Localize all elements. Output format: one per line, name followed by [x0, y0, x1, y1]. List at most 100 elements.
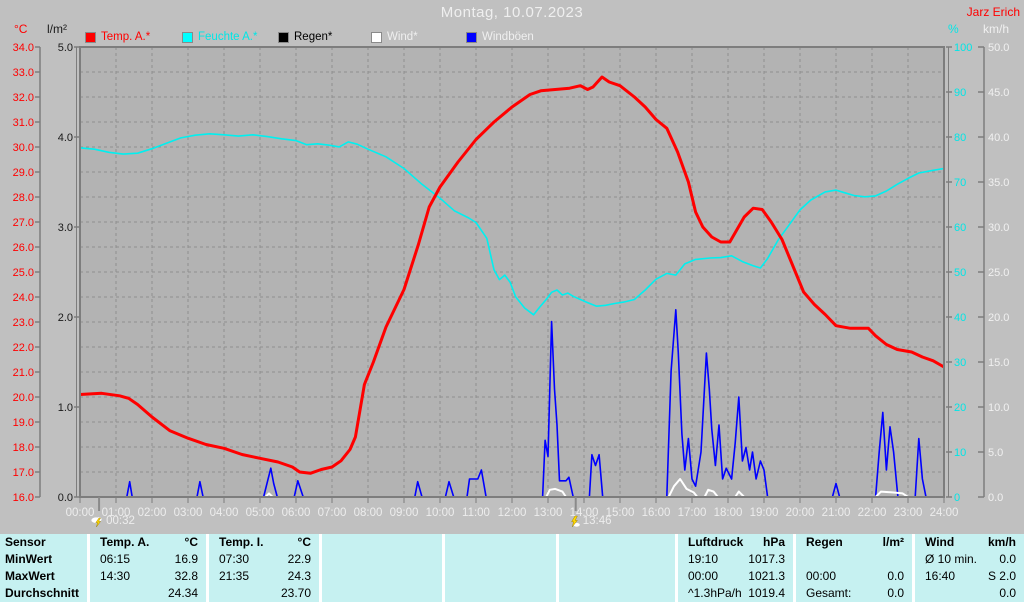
wind-axis-unit: km/h: [983, 22, 1010, 36]
svg-text:22.0: 22.0: [13, 342, 34, 354]
svg-text:10:00: 10:00: [426, 507, 455, 519]
svg-text:20.0: 20.0: [988, 312, 1009, 324]
legend-label: Feuchte A.*: [198, 31, 258, 43]
temp-a--series: [79, 75, 945, 475]
svg-text:0: 0: [954, 492, 960, 504]
table-column-temp-i: Temp. I. °C 07:30 22.9 21:35 24.3 23.70: [209, 534, 319, 602]
table-cell: 21:35 24.3: [209, 568, 319, 585]
svg-text:21:00: 21:00: [822, 507, 851, 519]
svg-text:20: 20: [954, 402, 966, 414]
svg-text:24.0: 24.0: [13, 292, 34, 304]
table-cell: [445, 568, 556, 585]
wind-series: [80, 478, 944, 498]
row-label: Durchschnitt: [5, 586, 80, 600]
svg-text:50: 50: [954, 267, 966, 279]
svg-text:03:00: 03:00: [174, 507, 203, 519]
svg-text:21.0: 21.0: [13, 367, 34, 379]
table-cell: [559, 585, 675, 602]
event-marker-time: 13:46: [582, 515, 612, 527]
svg-text:07:00: 07:00: [318, 507, 347, 519]
event-marker-time: 00:32: [106, 515, 135, 527]
lm-axis-scale: 5.0 4.0 3.0 2.0 1.0 0.0: [58, 42, 79, 504]
table-column-header: [559, 534, 675, 551]
chart-svg: 34.0 33.0 32.0 31.0 30.0 29.0 28.0 27.0 26.0 25.0…: [13, 42, 1010, 519]
svg-text:08:00: 08:00: [354, 507, 383, 519]
cell-time: 00:00: [806, 569, 837, 583]
table-column-empty: [322, 534, 442, 602]
cell-value: 0.0: [999, 552, 1016, 566]
grid-lines: [80, 47, 944, 497]
svg-text:30.0: 30.0: [988, 222, 1009, 234]
svg-text:04:00: 04:00: [210, 507, 239, 519]
row-label: MinWert: [5, 552, 53, 566]
cell-value: 24.3: [287, 569, 311, 583]
svg-text:0.0: 0.0: [58, 492, 73, 504]
feuchte-a--series: [79, 133, 945, 316]
cell-value: 0.0: [887, 586, 904, 600]
svg-text:32.0: 32.0: [13, 92, 34, 104]
table-column-header: Regen l/m²: [796, 534, 912, 551]
svg-text:24:00: 24:00: [930, 507, 959, 519]
cell-time: ^1.3hPa/h: [688, 586, 742, 600]
table-column-empty: [445, 534, 556, 602]
kmh-axis-scale: 50.0 45.0 40.0 35.0 30.0 25.0 20.0 15.0 10.0 5.0 0…: [978, 42, 1009, 504]
table-cell: [796, 551, 912, 568]
table-column-header: Wind km/h: [915, 534, 1024, 551]
chart-legend: Temp. A.* Feuchte A.* Regen* Wind* Windböen: [0, 30, 1024, 46]
cell-time: Luftdruck: [688, 535, 744, 549]
cell-value: S 2.0: [987, 569, 1016, 583]
svg-text:05:00: 05:00: [246, 507, 275, 519]
svg-text:30: 30: [954, 357, 966, 369]
svg-text:17.0: 17.0: [13, 467, 34, 479]
page-title: Montag, 10.07.2023: [440, 4, 584, 21]
cell-time: 14:30: [100, 569, 131, 583]
svg-text:20.0: 20.0: [13, 392, 34, 404]
svg-text:13:00: 13:00: [534, 507, 563, 519]
svg-text:23.0: 23.0: [13, 317, 34, 329]
svg-text:18.0: 18.0: [13, 442, 34, 454]
table-cell: [445, 551, 556, 568]
table-column-luftdruck: Luftdruck hPa 19:10 1017.3 00:00 1021.3 ^1.3hP…: [678, 534, 793, 602]
cell-value: 23.70: [280, 586, 311, 600]
row-label: Sensor: [5, 535, 46, 549]
cell-time: Wind: [925, 535, 955, 549]
legend-swatch: [371, 31, 382, 43]
legend-swatch: [182, 31, 193, 43]
svg-text:06:00: 06:00: [282, 507, 311, 519]
table-column-header: [445, 534, 556, 551]
table-row-labels: Sensor MinWert MaxWert Durchschnitt: [0, 534, 87, 602]
cell-value: 24.34: [167, 586, 198, 600]
cell-time: Ø 10 min.: [925, 552, 978, 566]
cell-value: 0.0: [887, 569, 904, 583]
svg-text:34.0: 34.0: [13, 42, 34, 54]
svg-text:01:00: 01:00: [102, 507, 131, 519]
svg-text:19.0: 19.0: [13, 417, 34, 429]
table-cell: 07:30 22.9: [209, 551, 319, 568]
svg-text:00:00: 00:00: [66, 507, 95, 519]
svg-text:22:00: 22:00: [858, 507, 887, 519]
table-cell: 24.34: [90, 585, 206, 602]
legend-item-feuchte-a: Feuchte A.*: [182, 30, 257, 44]
svg-text:40: 40: [954, 312, 966, 324]
table-cell: 00:00 0.0: [796, 568, 912, 585]
svg-text:26.0: 26.0: [13, 242, 34, 254]
legend-swatch: [278, 31, 289, 43]
cell-time: 16:40: [925, 569, 956, 583]
table-cell: [559, 551, 675, 568]
station-name: Jarz Erich: [966, 5, 1020, 19]
lightning-icon: [570, 515, 580, 528]
svg-text:1.0: 1.0: [58, 402, 73, 414]
cell-value: 16.9: [174, 552, 198, 566]
statistics-table: Sensor MinWert MaxWert Durchschnitt Temp. A.…: [0, 534, 1024, 602]
table-cell: [559, 568, 675, 585]
svg-text:30.0: 30.0: [13, 142, 34, 154]
table-cell: [445, 585, 556, 602]
windb-en-series: [80, 308, 944, 498]
svg-text:100: 100: [954, 42, 972, 54]
cell-time: 21:35: [219, 569, 250, 583]
table-cell: 14:30 32.8: [90, 568, 206, 585]
svg-text:15:00: 15:00: [606, 507, 635, 519]
legend-swatch: [466, 31, 477, 43]
